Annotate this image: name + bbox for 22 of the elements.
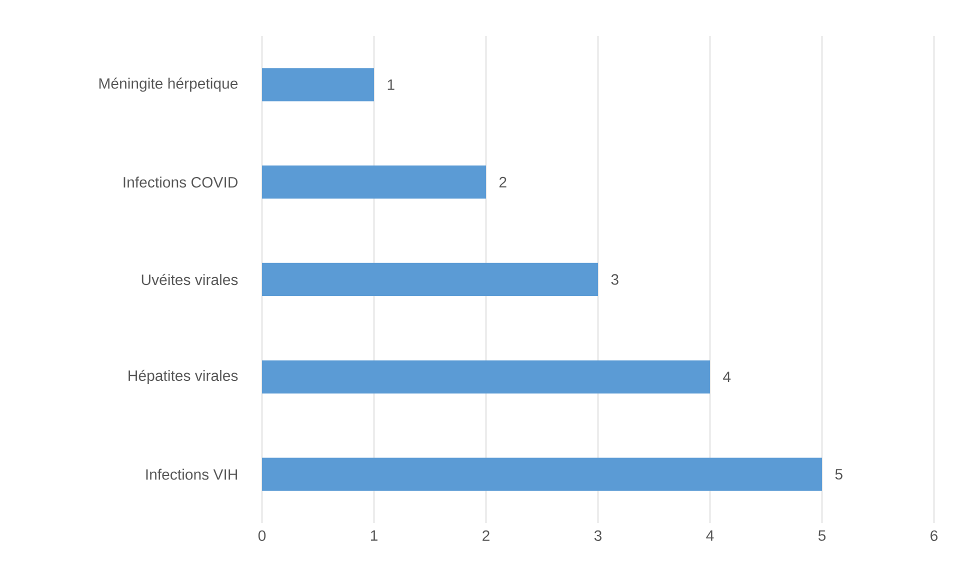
bar (262, 262, 598, 296)
x-tick-label: 1 (370, 530, 378, 541)
bar (262, 166, 486, 199)
data-label: 3 (611, 274, 618, 285)
x-tick-label: 2 (482, 530, 490, 541)
x-tick-label: 0 (258, 530, 266, 541)
bar (262, 458, 822, 491)
x-tick-label: 3 (594, 530, 602, 541)
bar (262, 68, 374, 102)
y-tick-label: Uvéites virales (142, 274, 238, 286)
y-tick-label: Infections COVID (124, 176, 238, 188)
data-label: 1 (388, 80, 394, 90)
y-tick-label: Hépatites virales (128, 370, 238, 384)
data-label: 4 (723, 372, 731, 382)
x-tick-label: 4 (706, 530, 714, 541)
y-tick-label: Infections VIH (146, 468, 238, 480)
x-tick-label: 5 (818, 530, 826, 541)
data-label: 2 (499, 176, 506, 188)
x-tick-label: 6 (930, 530, 938, 541)
bar (262, 360, 710, 394)
data-label: 5 (835, 469, 842, 480)
y-tick-label: Méningite hérpetique (99, 78, 238, 92)
